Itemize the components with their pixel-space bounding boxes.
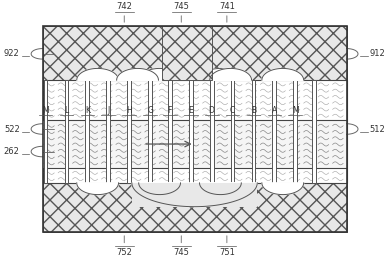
- Text: 742: 742: [116, 2, 132, 11]
- Bar: [42, 120, 347, 168]
- Text: 912: 912: [370, 49, 385, 58]
- Bar: [168, 80, 172, 183]
- Bar: [42, 26, 347, 232]
- Text: 512: 512: [370, 125, 385, 133]
- Polygon shape: [139, 68, 180, 80]
- Bar: [210, 80, 214, 183]
- Bar: [44, 80, 47, 183]
- Bar: [312, 80, 316, 183]
- Polygon shape: [132, 183, 257, 207]
- Text: 522: 522: [4, 125, 20, 133]
- Bar: [42, 80, 347, 183]
- Text: 741: 741: [219, 2, 235, 11]
- Bar: [252, 80, 256, 183]
- Bar: [106, 80, 110, 183]
- Text: 745: 745: [173, 248, 189, 257]
- Text: H: H: [126, 106, 132, 115]
- Bar: [132, 183, 257, 207]
- Polygon shape: [139, 183, 180, 195]
- Bar: [86, 80, 89, 183]
- Polygon shape: [77, 183, 119, 195]
- Bar: [162, 26, 212, 80]
- Text: E: E: [188, 106, 193, 115]
- Text: M: M: [292, 106, 299, 115]
- Text: K: K: [85, 106, 90, 115]
- Text: L: L: [64, 106, 68, 115]
- Polygon shape: [210, 68, 252, 80]
- Bar: [272, 80, 276, 183]
- Bar: [42, 26, 347, 80]
- Text: 922: 922: [4, 49, 20, 58]
- Text: C: C: [230, 106, 235, 115]
- Text: J: J: [107, 106, 109, 115]
- Bar: [231, 80, 235, 183]
- Text: D: D: [209, 106, 215, 115]
- Bar: [293, 80, 297, 183]
- Text: F: F: [168, 106, 172, 115]
- Polygon shape: [200, 183, 241, 195]
- Text: B: B: [251, 106, 256, 115]
- Bar: [65, 80, 68, 183]
- Text: M: M: [42, 106, 49, 115]
- Text: A: A: [272, 106, 277, 115]
- Text: 745: 745: [173, 2, 189, 11]
- Text: G: G: [147, 106, 153, 115]
- Text: 752: 752: [116, 248, 132, 257]
- Bar: [189, 80, 193, 183]
- Polygon shape: [262, 183, 304, 195]
- Text: 262: 262: [4, 147, 20, 156]
- Polygon shape: [77, 68, 119, 80]
- Polygon shape: [117, 68, 158, 80]
- Polygon shape: [262, 68, 304, 80]
- Bar: [148, 80, 152, 183]
- Bar: [42, 183, 347, 232]
- Text: 751: 751: [219, 248, 235, 257]
- Bar: [127, 80, 131, 183]
- Polygon shape: [200, 68, 241, 80]
